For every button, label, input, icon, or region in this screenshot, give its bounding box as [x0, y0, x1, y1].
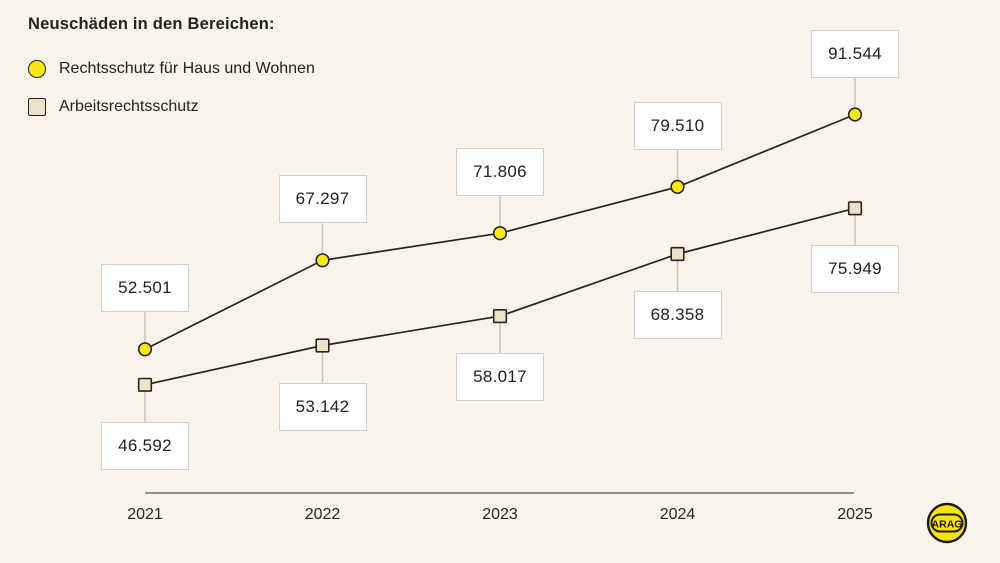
- x-tick-label: 2025: [837, 506, 873, 523]
- value-label-box: 68.358: [633, 291, 722, 339]
- arag-logo: ARAG: [925, 501, 969, 545]
- value-label-box: 75.949: [811, 245, 899, 294]
- data-point-circle: [492, 226, 508, 241]
- data-point-circle: [847, 107, 863, 122]
- data-point-square: [670, 246, 685, 262]
- value-label-box: 46.592: [101, 421, 189, 470]
- chart-title: Neuschäden in den Bereichen:: [28, 15, 275, 33]
- arag-logo-text: ARAG: [932, 519, 963, 531]
- data-point-square: [315, 338, 330, 353]
- data-point-circle: [670, 179, 685, 194]
- x-tick-label: 2023: [482, 506, 518, 523]
- legend-item-arbeitsrechtsschutz: Arbeitsrechtsschutz: [28, 97, 199, 117]
- data-point-square: [492, 308, 508, 324]
- value-label-box: 53.142: [278, 382, 367, 431]
- x-tick-label: 2021: [127, 506, 163, 523]
- x-tick-label: 2022: [304, 506, 341, 523]
- chart-header: Neuschäden in den Bereichen:: [28, 15, 275, 34]
- legend-label: Arbeitsrechtsschutz: [59, 98, 199, 115]
- legend-item-rechtsschutz: Rechtsschutz für Haus und Wohnen: [28, 59, 315, 79]
- data-point-square: [137, 377, 153, 392]
- value-label-box: 67.297: [278, 175, 367, 224]
- data-point-circle: [315, 253, 330, 268]
- data-point-circle: [137, 342, 153, 357]
- value-label-box: 52.501: [101, 264, 189, 313]
- beige-square-legend-icon: [28, 98, 46, 116]
- yellow-circle-legend-icon: [28, 60, 46, 78]
- data-point-square: [847, 201, 863, 216]
- value-label-box: 91.544: [811, 29, 899, 78]
- value-label-box: 71.806: [456, 148, 544, 197]
- arag-logo-icon: ARAG: [926, 502, 968, 544]
- value-label-box: 58.017: [456, 353, 544, 402]
- value-label-box: 79.510: [633, 101, 722, 150]
- legend-label: Rechtsschutz für Haus und Wohnen: [59, 60, 315, 77]
- x-tick-label: 2024: [659, 506, 696, 523]
